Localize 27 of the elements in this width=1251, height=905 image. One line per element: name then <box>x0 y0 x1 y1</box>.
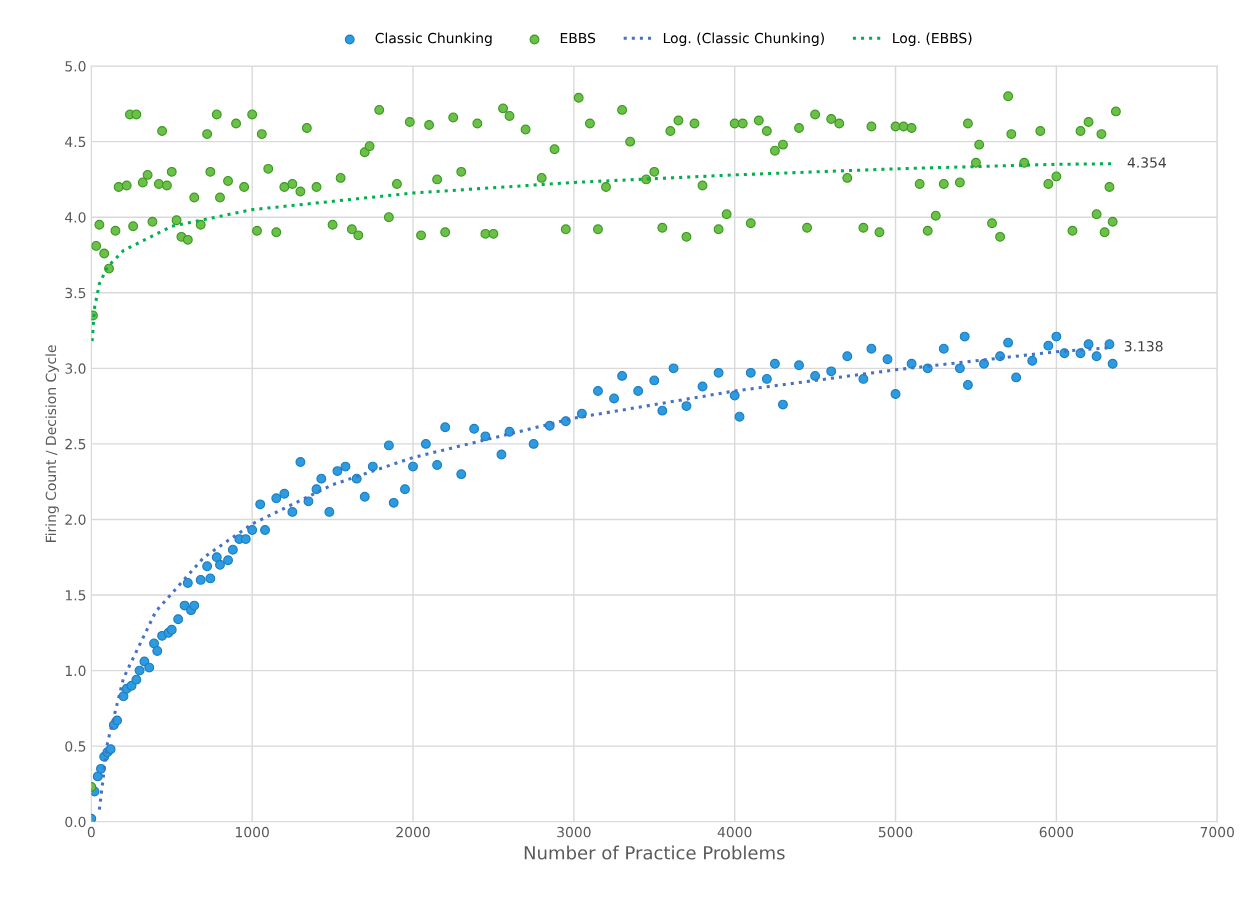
annotation: 3.138 <box>1124 341 1163 352</box>
y-tick-label: 1.5 <box>65 590 86 601</box>
x-tick-label: 6000 <box>1039 826 1074 838</box>
y-tick-label: 2.5 <box>65 438 86 450</box>
annotation: 4.354 <box>1127 157 1166 168</box>
y-tick-label: 3.5 <box>65 287 86 299</box>
y-tick-label: 4.0 <box>65 212 86 223</box>
legend-label: Log. (Classic Chunking) <box>663 32 824 47</box>
x-tick-label: 0 <box>87 826 95 838</box>
x-tick-label: 2000 <box>396 826 430 838</box>
x-tick-label: 7000 <box>1200 826 1234 838</box>
x-tick-label: 5000 <box>878 826 913 838</box>
y-axis-title: Firing Count / Decision Cycle <box>45 345 59 542</box>
y-tick-label: 0.5 <box>65 741 86 752</box>
x-tick-label: 4000 <box>717 826 752 838</box>
y-tick-label: 5.0 <box>65 61 86 72</box>
x-tick-label: 3000 <box>557 826 591 838</box>
legend-label: EBBS <box>560 32 596 44</box>
y-tick-label: 4.5 <box>65 136 86 148</box>
y-tick-label: 2.0 <box>65 514 86 525</box>
legend-label: Log. (EBBS) <box>893 32 972 47</box>
y-tick-label: 1.0 <box>65 665 86 677</box>
x-axis-title: Number of Practice Problems <box>524 845 785 860</box>
y-tick-label: 3.0 <box>65 363 86 374</box>
y-tick-label: 0.0 <box>65 816 86 828</box>
legend-label: Classic Chunking <box>375 32 492 47</box>
x-tick-label: 1000 <box>236 826 269 838</box>
